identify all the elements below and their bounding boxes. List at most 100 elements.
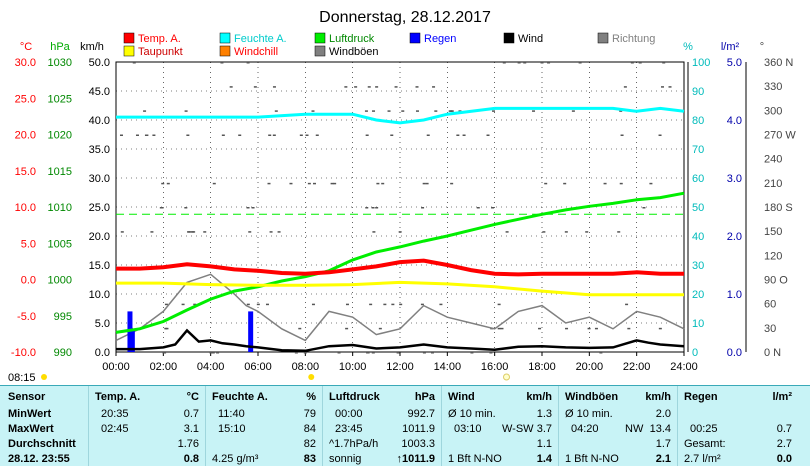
direction-dot — [587, 327, 591, 330]
legend-label: Luftdruck — [329, 33, 375, 45]
temp-tick-label: 25.0 — [15, 93, 36, 105]
direction-dot — [303, 352, 307, 354]
direction-dot — [253, 86, 257, 88]
time-tick-label: 18:00 — [528, 361, 556, 373]
kmh-tick-label: 50.0 — [89, 57, 110, 69]
direction-dot — [668, 86, 672, 88]
direction-dot — [401, 110, 405, 112]
direction-dot — [399, 303, 403, 306]
direction-dot — [658, 327, 662, 330]
direction-dot — [585, 231, 589, 233]
series-luftdruck — [115, 191, 685, 334]
direction-dot — [315, 134, 319, 136]
direction-dot — [564, 231, 568, 233]
direction-dot — [161, 182, 165, 185]
dir-tick-label: 270 W — [764, 130, 796, 142]
time-tick-label: 06:00 — [244, 361, 272, 373]
legend-swatch — [219, 45, 231, 57]
dir-tick-label: 60 — [764, 299, 776, 311]
direction-dot — [367, 86, 371, 88]
series-wind — [116, 328, 685, 353]
pct-tick-label: 100 — [692, 57, 710, 69]
kmh-tick-label: 0.0 — [95, 347, 110, 359]
temp-max-time: 02:45 — [101, 423, 129, 435]
direction-dot — [345, 327, 349, 330]
pct-tick-label: 20 — [692, 289, 704, 301]
windboeen-column: Windböen km/h Ø 10 min. 2.0 04:20 NW 13.… — [559, 386, 677, 466]
series-feuchte — [116, 106, 685, 125]
temp-tick-label: 30.0 — [15, 57, 36, 69]
dir-tick-label: 240 — [764, 154, 782, 166]
direction-dot — [277, 231, 281, 233]
windboeen-avg10-label: Ø 10 min. — [565, 408, 613, 420]
dir-tick-label: 90 O — [764, 275, 788, 287]
legend-label: Windchill — [234, 46, 278, 58]
direction-dot — [294, 352, 298, 354]
direction-dot — [383, 303, 387, 306]
direction-dot — [165, 327, 169, 330]
pct-tick-label: 50 — [692, 202, 704, 214]
direction-dot — [150, 231, 154, 233]
axis-unit-label: ° — [760, 41, 764, 53]
direction-dot — [344, 86, 348, 88]
direction-dot — [625, 303, 629, 306]
dir-tick-label: 120 — [764, 250, 782, 262]
kmh-tick-label: 30.0 — [89, 173, 110, 185]
direction-dot — [391, 303, 395, 306]
direction-dot — [119, 134, 123, 136]
wind-header: Wind — [448, 391, 475, 403]
direction-dot — [599, 352, 603, 354]
temp-min-time: 20:35 — [101, 408, 129, 420]
feuchte-unit: % — [306, 391, 316, 403]
windboeen-unit: km/h — [645, 391, 671, 403]
direction-dot — [517, 62, 521, 64]
direction-dot — [135, 134, 139, 136]
direction-dot — [430, 352, 434, 354]
dir-tick-label: 30 — [764, 323, 776, 335]
direction-dot — [184, 110, 188, 112]
dir-tick-label: 210 — [764, 178, 782, 190]
kmh-tick-label: 10.0 — [89, 289, 110, 301]
direction-dot — [298, 327, 302, 330]
rain-tick-label: 1.0 — [727, 289, 742, 301]
series-windboeen — [115, 273, 685, 342]
temp-min-value: 0.7 — [183, 408, 199, 420]
hpa-tick-label: 990 — [54, 347, 72, 359]
direction-dot — [267, 182, 271, 185]
legend-swatch — [314, 32, 326, 44]
direction-dot — [144, 134, 148, 136]
luftdruck-min-value: 992.7 — [407, 408, 435, 420]
direction-dot — [456, 134, 460, 136]
row-label-current: 28.12. 23:55 — [8, 453, 70, 465]
axis-unit-label: hPa — [50, 41, 70, 53]
direction-dot — [619, 182, 623, 185]
luftdruck-forecast: sonnig — [329, 453, 362, 465]
wind-beaufort: 1 Bft N-NO — [448, 453, 502, 465]
axis-unit-label: % — [683, 41, 693, 53]
direction-dot — [638, 62, 642, 64]
luftdruck-current-value: ↑1011.9 — [396, 453, 435, 465]
direction-dot — [221, 134, 225, 136]
direction-dot — [398, 231, 402, 233]
windboeen-max-direction: NW — [625, 423, 644, 435]
direction-dot — [274, 110, 278, 112]
temp-tick-label: -10.0 — [11, 347, 36, 359]
legend-label: Richtung — [612, 33, 655, 45]
direction-dot — [415, 86, 419, 88]
direction-dot — [299, 134, 303, 136]
direction-dot — [387, 110, 391, 112]
direction-dot — [425, 182, 429, 185]
direction-dot — [434, 110, 438, 112]
direction-dot — [462, 134, 466, 136]
pct-tick-label: 0 — [692, 347, 698, 359]
direction-dot — [333, 182, 337, 185]
direction-dot — [365, 134, 369, 136]
direction-dot — [163, 352, 167, 354]
direction-dot — [422, 182, 426, 185]
temp-avg-value: 1.76 — [177, 438, 199, 450]
wind-current-value: 1.4 — [536, 453, 552, 465]
sensor-header: Sensor — [8, 391, 46, 403]
legend-label: Temp. A. — [138, 33, 181, 45]
direction-dot — [371, 352, 375, 354]
